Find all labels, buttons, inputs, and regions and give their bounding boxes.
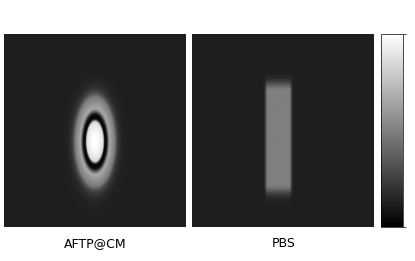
Text: AFTP@CM: AFTP@CM: [64, 237, 127, 250]
Text: PBS: PBS: [271, 237, 295, 250]
